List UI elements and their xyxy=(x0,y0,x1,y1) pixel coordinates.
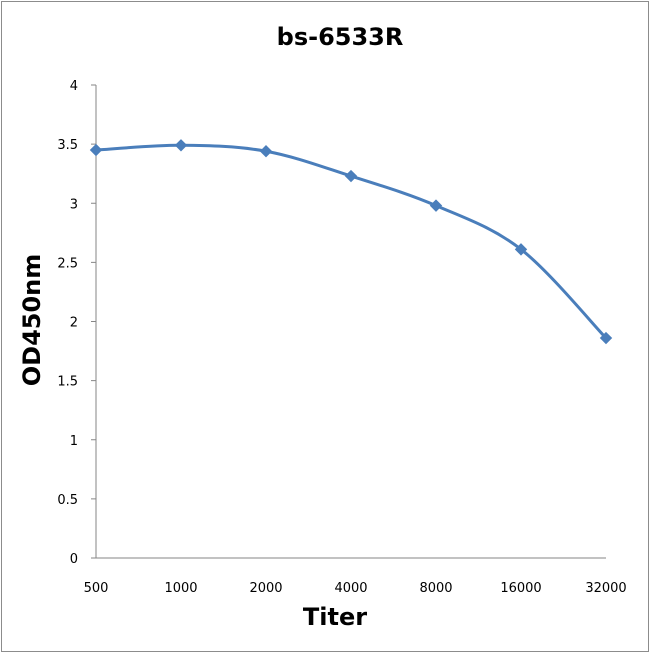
y-tick-label: 2 xyxy=(70,316,78,331)
data-point-marker xyxy=(344,169,358,183)
x-tick-label: 8000 xyxy=(419,581,452,596)
y-tick-label: 2.5 xyxy=(57,256,78,271)
x-tick-label: 16000 xyxy=(500,581,541,596)
data-point-marker xyxy=(599,331,613,345)
chart-title: bs-6533R xyxy=(277,23,404,51)
y-tick-label: 1 xyxy=(70,434,78,449)
x-tick-label: 2000 xyxy=(249,581,282,596)
data-point-marker xyxy=(174,139,188,152)
data-point-marker xyxy=(89,143,103,157)
series-group xyxy=(89,139,613,345)
y-tick-label: 4 xyxy=(70,79,78,94)
data-point-marker xyxy=(259,145,273,158)
y-tick-label: 0 xyxy=(70,552,78,567)
x-tick-label: 4000 xyxy=(334,581,367,596)
y-tick-label: 0.5 xyxy=(57,493,78,508)
data-point-marker xyxy=(429,199,443,212)
x-axis-title: Titer xyxy=(303,603,367,631)
data-point-marker xyxy=(514,243,528,256)
y-axis: 0 0.5 1 1.5 2 2.5 3 3.5 4 xyxy=(57,79,97,567)
y-tick-label: 1.5 xyxy=(57,375,78,390)
y-tick-label: 3 xyxy=(70,197,78,212)
x-tick-label: 500 xyxy=(84,581,109,596)
x-axis: 500 1000 2000 4000 8000 16000 32000 xyxy=(84,557,627,596)
x-tick-label: 32000 xyxy=(585,581,626,596)
y-tick-label: 3.5 xyxy=(57,138,78,153)
x-tick-label: 1000 xyxy=(164,581,197,596)
y-axis-title: OD450nm xyxy=(18,254,46,387)
